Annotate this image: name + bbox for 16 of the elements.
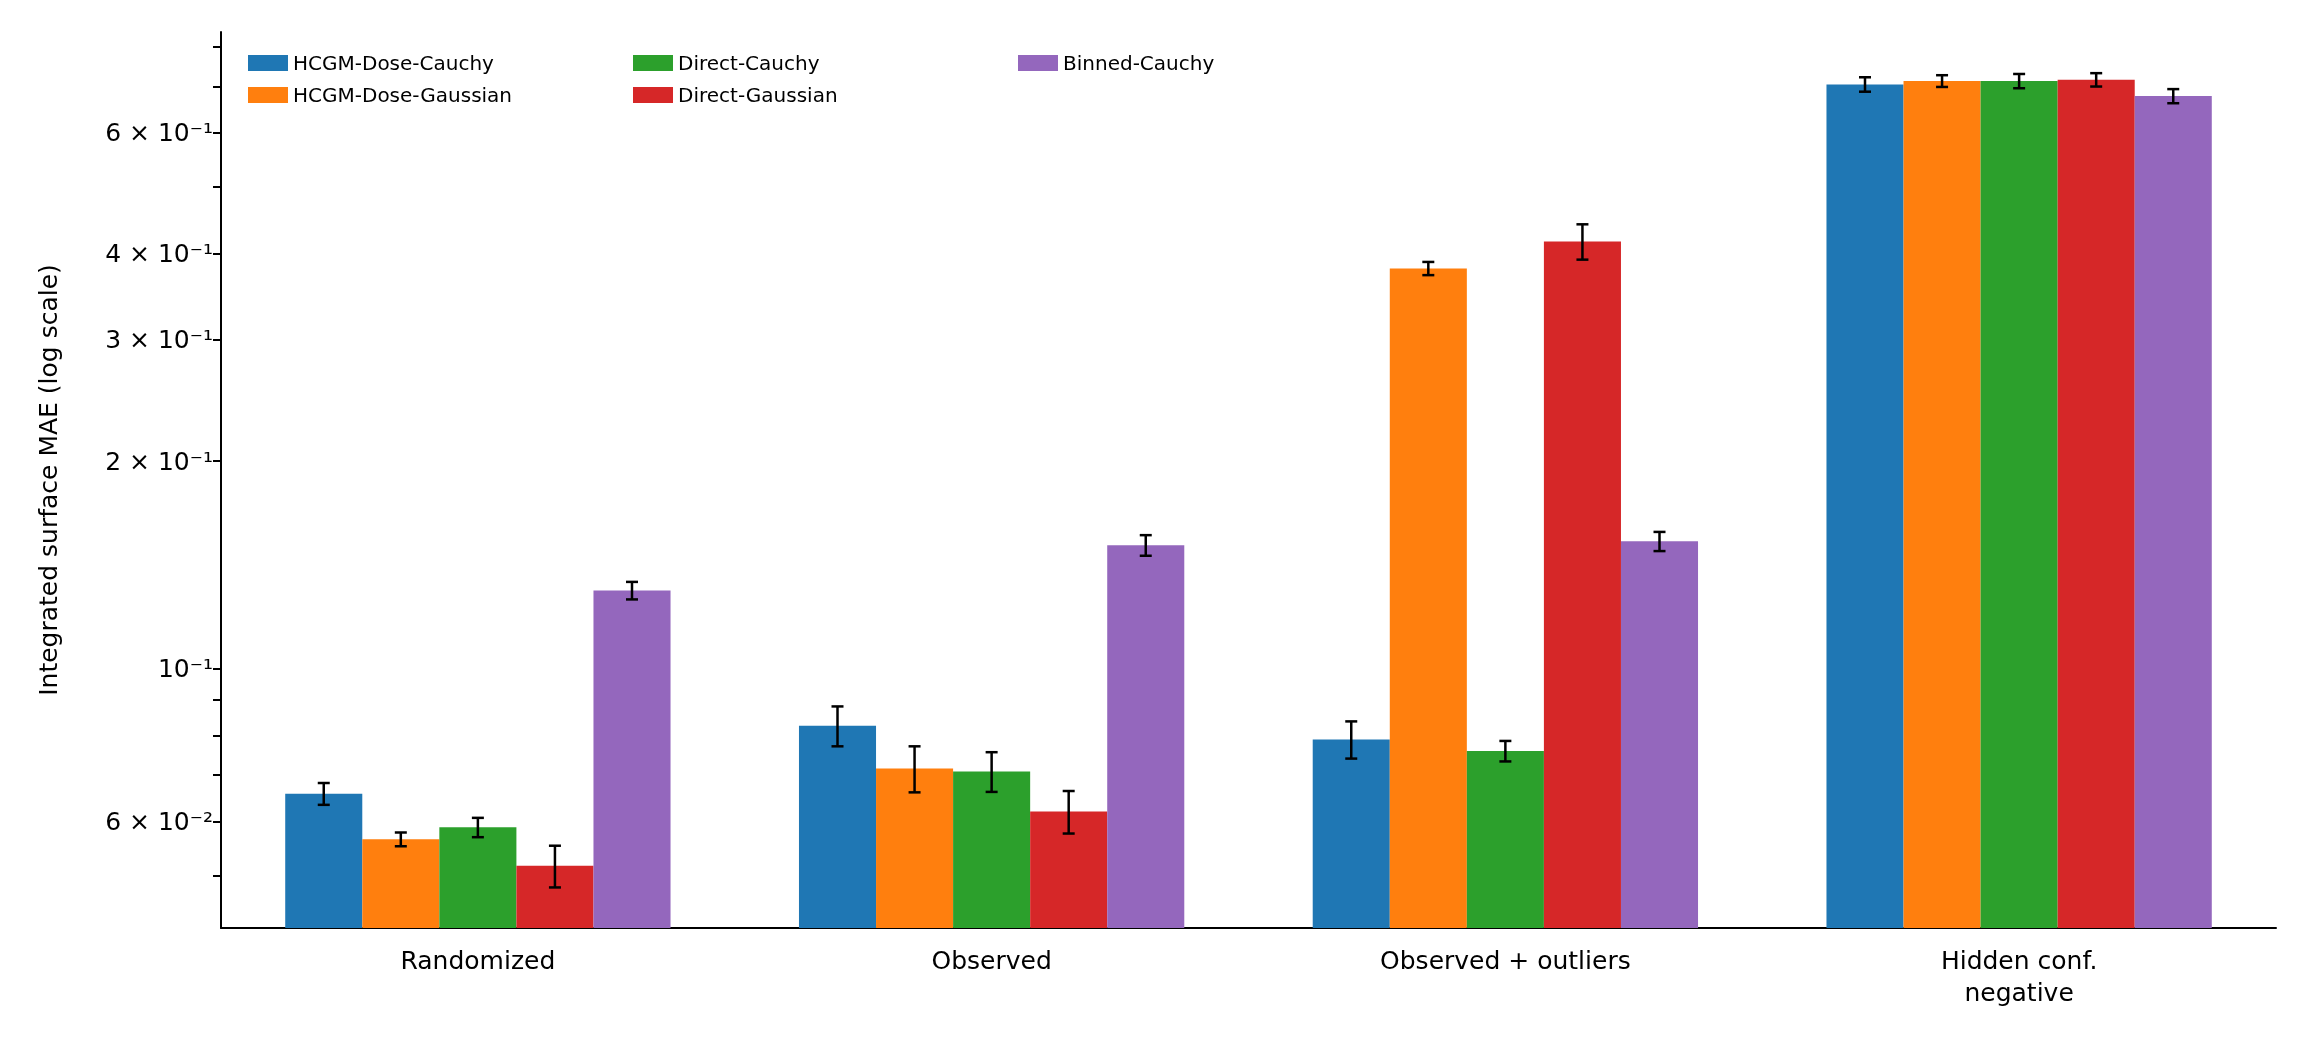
y-tick-label: 2 × 10⁻¹ [105, 446, 213, 476]
x-tick-label: Hidden conf. negative [1940, 945, 2098, 1007]
x-tick-label: Randomized [400, 945, 556, 975]
legend-label: Direct-Cauchy [678, 51, 820, 75]
y-tick-label: 4 × 10⁻¹ [105, 239, 213, 269]
legend-label: HCGM-Dose-Cauchy [293, 51, 495, 75]
y-tick-label: 6 × 10⁻² [105, 806, 213, 836]
y-axis-title: Integrated surface MAE (log scale) [34, 264, 63, 696]
x-tick-label: Observed + outliers [1380, 945, 1631, 975]
x-tick-label: Observed [931, 945, 1052, 975]
y-tick-label: 10⁻¹ [157, 654, 213, 684]
y-tick-label: 3 × 10⁻¹ [105, 325, 213, 355]
y-tick-label: 6 × 10⁻¹ [105, 118, 213, 148]
legend-label: Direct-Gaussian [678, 83, 838, 107]
legend-label: Binned-Cauchy [1063, 51, 1215, 75]
legend-label: HCGM-Dose-Gaussian [293, 83, 513, 107]
